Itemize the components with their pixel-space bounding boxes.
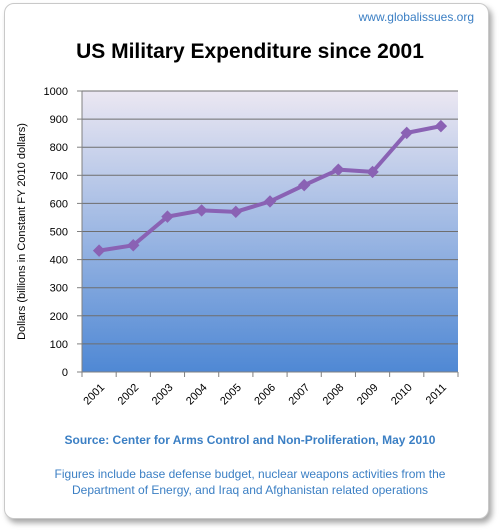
x-tick-label: 2004 [184,382,210,408]
footnote: Figures include base defense budget, nuc… [54,467,446,497]
x-tick-label: 2005 [218,382,244,408]
x-tick-label: 2009 [355,382,381,408]
data-point-marker [127,239,140,252]
y-tick-label: 200 [50,311,68,323]
axes [77,90,459,377]
y-tick-label: 900 [50,114,68,126]
x-tick-label: 2001 [81,382,107,408]
data-point-marker [229,205,243,219]
data-point-marker [332,163,345,176]
data-point-marker [195,204,208,217]
x-tick-label: 2006 [252,382,278,408]
x-tick-label: 2003 [150,382,176,408]
data-point-marker [297,178,311,192]
data-point-marker [92,244,106,257]
y-tick-labels: 0 100 200 300 400 500 600 700 800 900 1000 [44,86,68,379]
y-tick-label: 100 [50,339,68,351]
data-point-marker [161,210,174,223]
y-tick-label: 800 [50,142,68,154]
y-tick-label: 400 [50,255,68,267]
data-point-marker [263,195,277,208]
y-tick-label: 600 [50,198,68,210]
x-tick-labels: 2001 2002 2003 2004 2005 2006 2007 2008 2009 2010… [81,382,449,408]
site-label[interactable]: www.globalissues.org [358,10,474,24]
y-tick-label: 0 [62,367,68,379]
y-axis-label: Dollars (billions in Constant FY 2010 do… [16,123,28,340]
x-tick-label: 2002 [116,382,142,408]
y-tick-label: 500 [50,227,68,239]
x-tick-label: 2010 [389,382,415,408]
series-group [92,119,448,257]
data-point-marker [434,119,448,133]
chart-title: US Military Expenditure since 2001 [76,40,424,63]
data-point-marker [366,165,379,179]
y-tick-label: 300 [50,283,68,295]
y-tick-label: 1000 [44,86,68,98]
source-note: Source: Center for Arms Control and Non-… [64,433,436,447]
y-tick-label: 700 [50,170,68,182]
x-tick-label: 2011 [424,382,449,407]
x-tick-label: 2008 [321,382,347,408]
data-point-marker [400,126,413,140]
x-tick-label: 2007 [287,382,313,408]
